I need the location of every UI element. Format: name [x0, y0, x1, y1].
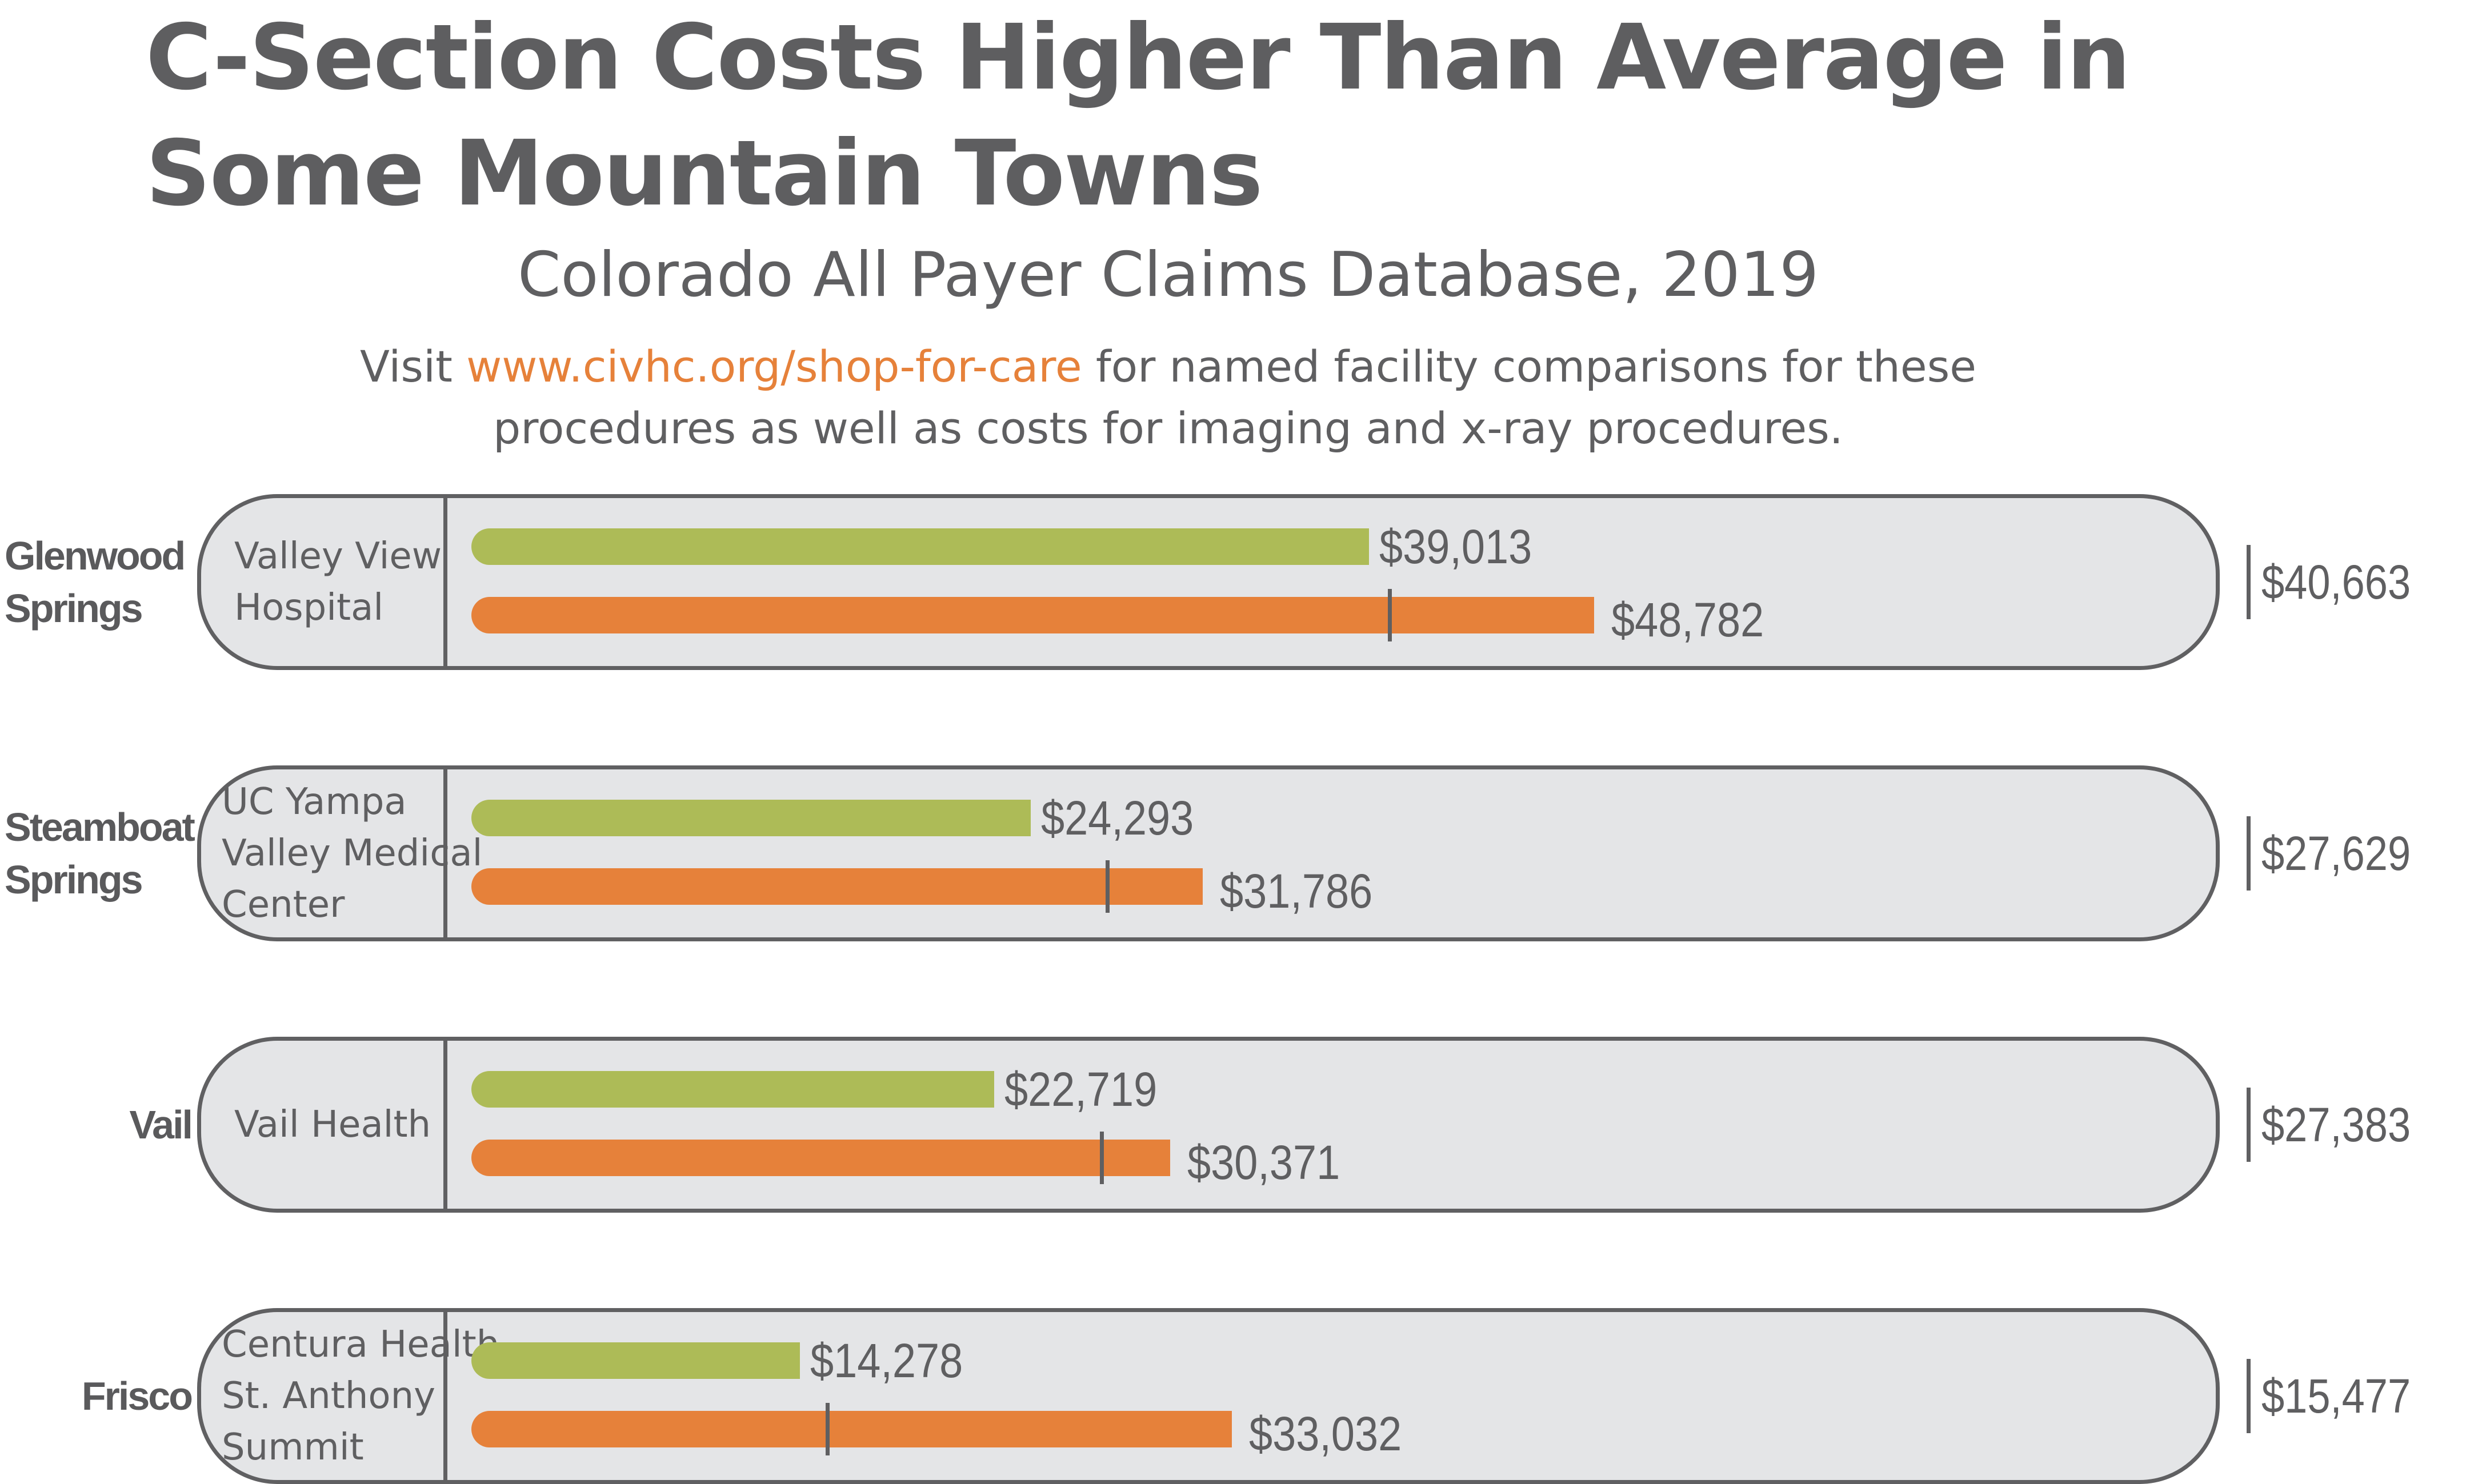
chart-subtitle: Colorado All Payer Claims Database, 2019	[517, 239, 1819, 311]
panel-divider	[443, 1039, 447, 1210]
town-label-line: Vail	[129, 1102, 193, 1147]
facility-name: UC Yampa Valley Medical Center	[222, 776, 482, 930]
green-bar-value: $39,013	[1379, 520, 1532, 573]
facility-name: Valley View Hospital	[234, 531, 442, 633]
green-bar	[471, 528, 1370, 565]
town-label: Frisco	[0, 1370, 193, 1422]
town-label-line: Springs	[5, 586, 143, 631]
green-bar-value: $14,278	[810, 1334, 963, 1387]
facility-name-line: Summit	[222, 1426, 364, 1469]
average-value: $27,629	[2261, 827, 2411, 880]
facility-name-line: Centura Health	[222, 1323, 500, 1366]
average-marker-line	[2247, 1088, 2251, 1162]
town-label-line: Springs	[5, 857, 143, 902]
average-tick-mark	[826, 1403, 830, 1455]
panel-divider	[443, 768, 447, 939]
facility-panel	[197, 1037, 2220, 1213]
green-bar-value: $22,719	[1004, 1062, 1158, 1116]
orange-bar-value: $30,371	[1187, 1136, 1340, 1189]
orange-bar	[471, 868, 1203, 905]
town-label-line: Steamboat	[5, 805, 195, 849]
panel-divider	[443, 496, 447, 668]
facility-name: Centura Health St. Anthony Summit	[222, 1319, 499, 1473]
chart-note: Visit www.civhc.org/shop-for-care for na…	[0, 336, 2336, 459]
facility-panel	[197, 765, 2220, 941]
orange-bar-value: $48,782	[1611, 593, 1764, 647]
average-value: $15,477	[2261, 1369, 2411, 1423]
town-label-line: Glenwood	[5, 534, 186, 578]
facility-name-line: Valley View	[234, 535, 442, 577]
town-label: Vail	[0, 1098, 193, 1151]
town-label-line: Frisco	[81, 1374, 193, 1418]
facility-name-line: St. Anthony	[222, 1375, 435, 1417]
green-bar	[471, 800, 1031, 836]
orange-bar	[471, 1411, 1232, 1447]
facility-panel	[197, 494, 2220, 670]
note-prefix: Visit	[359, 341, 467, 392]
note-suffix: for named facility comparisons for these	[1082, 341, 1977, 392]
facility-name-line: Hospital	[234, 587, 384, 629]
average-marker-line	[2247, 1359, 2251, 1433]
town-label: Steamboat Springs	[5, 801, 195, 906]
average-tick-mark	[1100, 1132, 1104, 1184]
orange-bar	[471, 1140, 1171, 1176]
orange-bar	[471, 597, 1594, 633]
average-value: $27,383	[2261, 1098, 2411, 1152]
average-tick-mark	[1388, 589, 1392, 641]
orange-bar-value: $33,032	[1248, 1407, 1402, 1461]
average-marker-line	[2247, 545, 2251, 619]
note-line2: procedures as well as costs for imaging …	[493, 403, 1843, 454]
facility-name-line: Valley Medical	[222, 832, 483, 875]
green-bar	[471, 1071, 995, 1108]
average-tick-mark	[1105, 860, 1110, 913]
facility-name-line: UC Yampa	[222, 781, 407, 823]
chart-title: C-Section Costs Higher Than Average in S…	[146, 5, 2131, 226]
panel-divider	[443, 1310, 447, 1482]
orange-bar-value: $31,786	[1220, 864, 1373, 918]
town-label: Glenwood Springs	[5, 530, 193, 635]
average-marker-line	[2247, 816, 2251, 891]
facility-name: Vail Health	[234, 1099, 431, 1150]
facility-name-line: Vail Health	[234, 1104, 431, 1146]
facility-panel	[197, 1308, 2220, 1484]
green-bar-value: $24,293	[1040, 791, 1194, 845]
facility-name-line: Center	[222, 884, 345, 926]
green-bar	[471, 1342, 800, 1379]
shop-for-care-link[interactable]: www.civhc.org/shop-for-care	[466, 341, 1082, 392]
average-value: $40,663	[2261, 555, 2411, 609]
